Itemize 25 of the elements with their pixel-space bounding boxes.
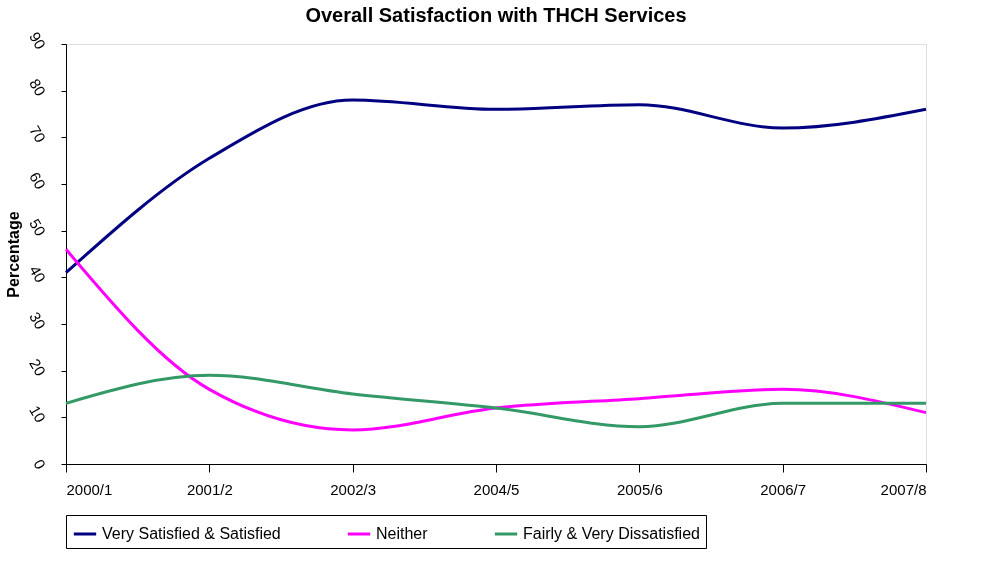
y-tick-label: 50	[26, 215, 50, 239]
y-tick-label: 0	[30, 456, 50, 472]
x-tick-label: 2005/6	[616, 480, 663, 498]
y-tick-label: 30	[26, 309, 50, 332]
y-tick-label: 20	[26, 355, 50, 379]
legend-label: Very Satisfied & Satisfied	[102, 525, 281, 542]
y-tick-label: 70	[26, 122, 50, 146]
x-tick-label: 2000/1	[66, 480, 113, 498]
x-tick-label: 2006/7	[760, 480, 807, 498]
y-tick-label: 10	[26, 402, 50, 426]
line-series	[64, 98, 928, 275]
y-tick-label: 80	[26, 75, 50, 99]
x-tick-label: 2004/5	[473, 480, 520, 498]
x-tick-label: 2001/2	[186, 480, 233, 498]
y-tick-label: 40	[26, 262, 50, 286]
y-tick-label: 60	[26, 169, 50, 192]
x-tick-label: 2007/8	[880, 480, 927, 498]
line-series	[64, 247, 928, 432]
x-tick-label: 2002/3	[330, 480, 377, 498]
y-axis-title: Percentage	[5, 211, 23, 298]
y-tick-label: 90	[26, 29, 50, 52]
legend-label: Neither	[376, 525, 429, 542]
line-series	[64, 373, 928, 429]
chart-title: Overall Satisfaction with THCH Services	[305, 3, 687, 26]
legend-label: Fairly & Very Dissatisfied	[523, 525, 700, 542]
